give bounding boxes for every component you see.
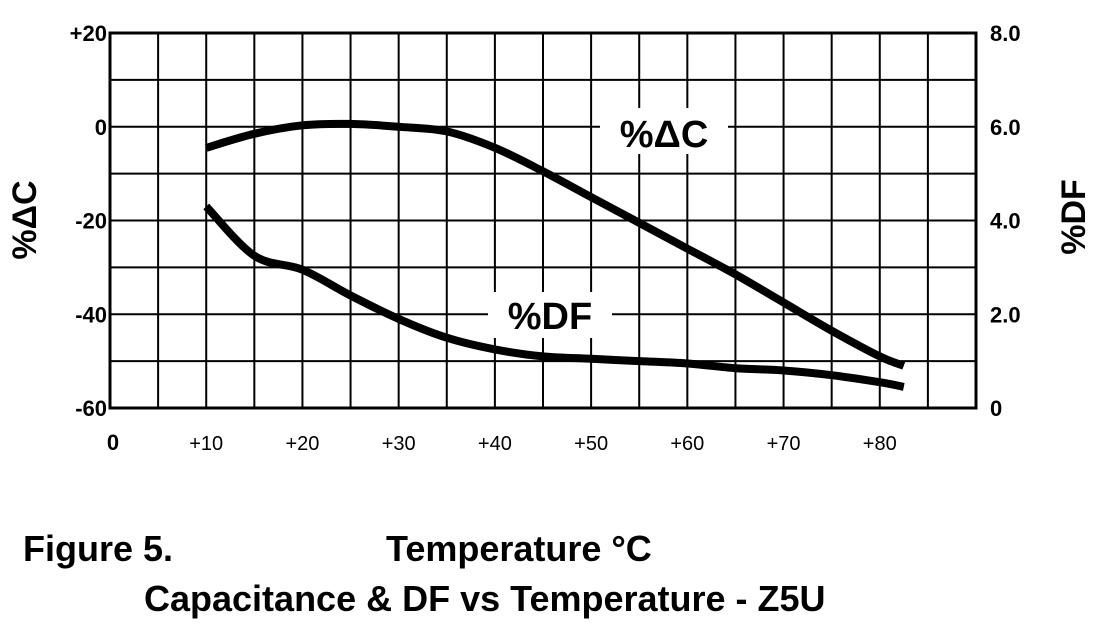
- plot-frame: [108, 31, 978, 410]
- x-tick-label: +30: [382, 433, 416, 455]
- series-layer: [203, 119, 906, 391]
- x-tick-label: +40: [478, 433, 512, 455]
- right-tick-label: 0: [990, 396, 1002, 421]
- x-tick-label: +80: [863, 433, 897, 455]
- x-tick-label: +50: [574, 433, 608, 455]
- left-tick-label: 0: [95, 115, 107, 140]
- x-tick-label: +10: [189, 433, 223, 455]
- left-axis-label: %ΔC: [6, 180, 44, 259]
- right-tick-label: 4.0: [990, 209, 1021, 234]
- x-axis-ticks: 0 +10 +20 +30 +40 +50 +60 +70 +80: [107, 430, 897, 455]
- series-label-delta-c: %ΔC: [600, 108, 728, 156]
- left-tick-label: -40: [75, 302, 107, 327]
- chart-title: Capacitance & DF vs Temperature - Z5U: [144, 578, 826, 619]
- right-tick-label: 8.0: [990, 21, 1021, 46]
- series-line-df: [203, 203, 905, 391]
- figure-number: Figure 5.: [23, 528, 174, 569]
- x-tick-label: +70: [767, 433, 801, 455]
- left-tick-label: +20: [70, 21, 107, 46]
- grid: [110, 33, 976, 408]
- right-axis-label: %DF: [1055, 179, 1093, 255]
- left-tick-label: -60: [75, 396, 107, 421]
- series-line-delta-c: [205, 119, 906, 370]
- series-label-delta-c-text: %ΔC: [620, 114, 709, 156]
- x-tick-label: +60: [670, 433, 704, 455]
- left-axis-ticks: +20 0 -20 -40 -60: [70, 21, 107, 421]
- left-tick-label: -20: [75, 209, 107, 234]
- x-tick-label: +20: [285, 433, 319, 455]
- series-label-df: %DF: [488, 292, 612, 338]
- x-tick-label: 0: [107, 430, 119, 455]
- x-axis-label: Temperature °C: [386, 528, 652, 569]
- right-axis-ticks: 8.0 6.0 4.0 2.0 0: [990, 21, 1021, 421]
- right-tick-label: 2.0: [990, 302, 1021, 327]
- right-tick-label: 6.0: [990, 115, 1021, 140]
- series-label-df-text: %DF: [508, 296, 592, 338]
- chart: +20 0 -20 -40 -60 8.0 6.0 4.0 2.0 0 0 +10 +20 +30 +4…: [6, 21, 1093, 455]
